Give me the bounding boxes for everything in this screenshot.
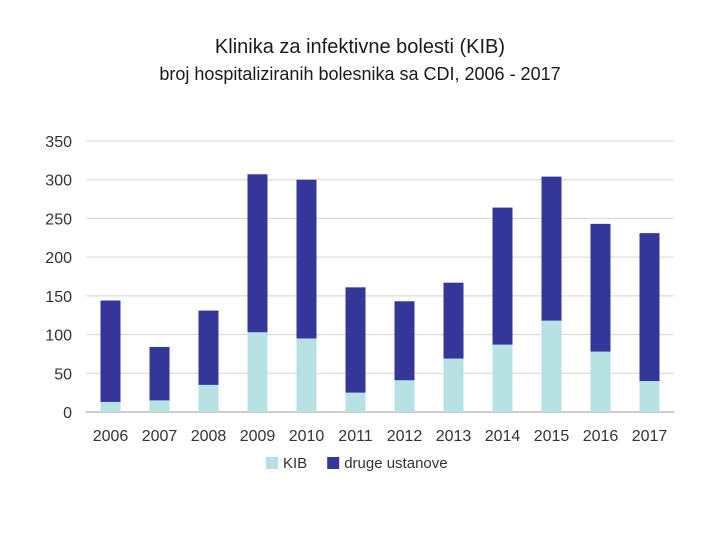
bar-kib [345, 392, 366, 412]
grid-lines [86, 140, 674, 413]
y-tick-label: 50 [54, 366, 72, 383]
x-tick-label: 2010 [289, 428, 325, 445]
bar-kib [492, 344, 513, 412]
x-tick-label: 2013 [436, 428, 472, 445]
bar-kib [639, 381, 660, 412]
bar-kib [296, 338, 317, 412]
bar-kib [247, 332, 268, 412]
y-tick-label: 250 [45, 211, 72, 228]
legend: KIB druge ustanove [266, 455, 448, 472]
x-tick-label: 2009 [240, 428, 276, 445]
x-tick-label: 2006 [93, 428, 129, 445]
y-tick-label: 200 [45, 250, 72, 267]
bar-kib [100, 401, 121, 412]
bar-druge-ustanove [149, 346, 170, 401]
x-tick-label: 2007 [142, 428, 178, 445]
legend-swatch-kib [266, 457, 278, 469]
y-tick-label: 150 [45, 289, 72, 306]
bar-druge-ustanove [198, 310, 219, 385]
bar-druge-ustanove [541, 176, 562, 321]
y-axis-ticks: 0 50 100 150 200 250 300 350 [45, 134, 72, 422]
bar-druge-ustanove [100, 300, 121, 402]
chart-subtitle: broj hospitaliziranih bolesnika sa CDI, … [159, 64, 561, 84]
bar-druge-ustanove [247, 174, 268, 333]
bar-kib [149, 400, 170, 412]
x-tick-label: 2011 [338, 428, 373, 445]
bar-druge-ustanove [443, 282, 464, 359]
y-tick-label: 300 [45, 173, 72, 190]
bar-druge-ustanove [639, 233, 660, 382]
bar-kib [541, 320, 562, 412]
x-tick-label: 2014 [485, 428, 521, 445]
x-tick-label: 2017 [632, 428, 668, 445]
legend-label-druge-ustanove: druge ustanove [344, 455, 447, 472]
bar-druge-ustanove [590, 223, 611, 352]
y-tick-label: 100 [45, 328, 72, 345]
bar-kib [590, 351, 611, 412]
bar-kib [198, 384, 219, 412]
bar-druge-ustanove [296, 179, 317, 339]
x-tick-label: 2016 [583, 428, 619, 445]
chart-title: Klinika za infektivne bolesti (KIB) [214, 36, 506, 58]
y-tick-label: 0 [63, 405, 72, 422]
y-tick-label: 350 [45, 134, 72, 151]
legend-swatch-druge-ustanove [327, 457, 340, 469]
x-tick-label: 2015 [534, 428, 570, 445]
legend-label-kib: KIB [283, 455, 307, 472]
x-axis-ticks: 2006 2007 2008 2009 2010 2011 2012 2013 2014 2015… [93, 428, 668, 445]
x-tick-label: 2012 [387, 428, 423, 445]
bar-druge-ustanove [492, 207, 513, 345]
bar-kib [394, 380, 415, 412]
bar-druge-ustanove [345, 287, 366, 393]
bars [100, 174, 660, 412]
bar-druge-ustanove [394, 301, 415, 381]
x-tick-label: 2008 [191, 428, 227, 445]
bar-kib [443, 358, 464, 412]
